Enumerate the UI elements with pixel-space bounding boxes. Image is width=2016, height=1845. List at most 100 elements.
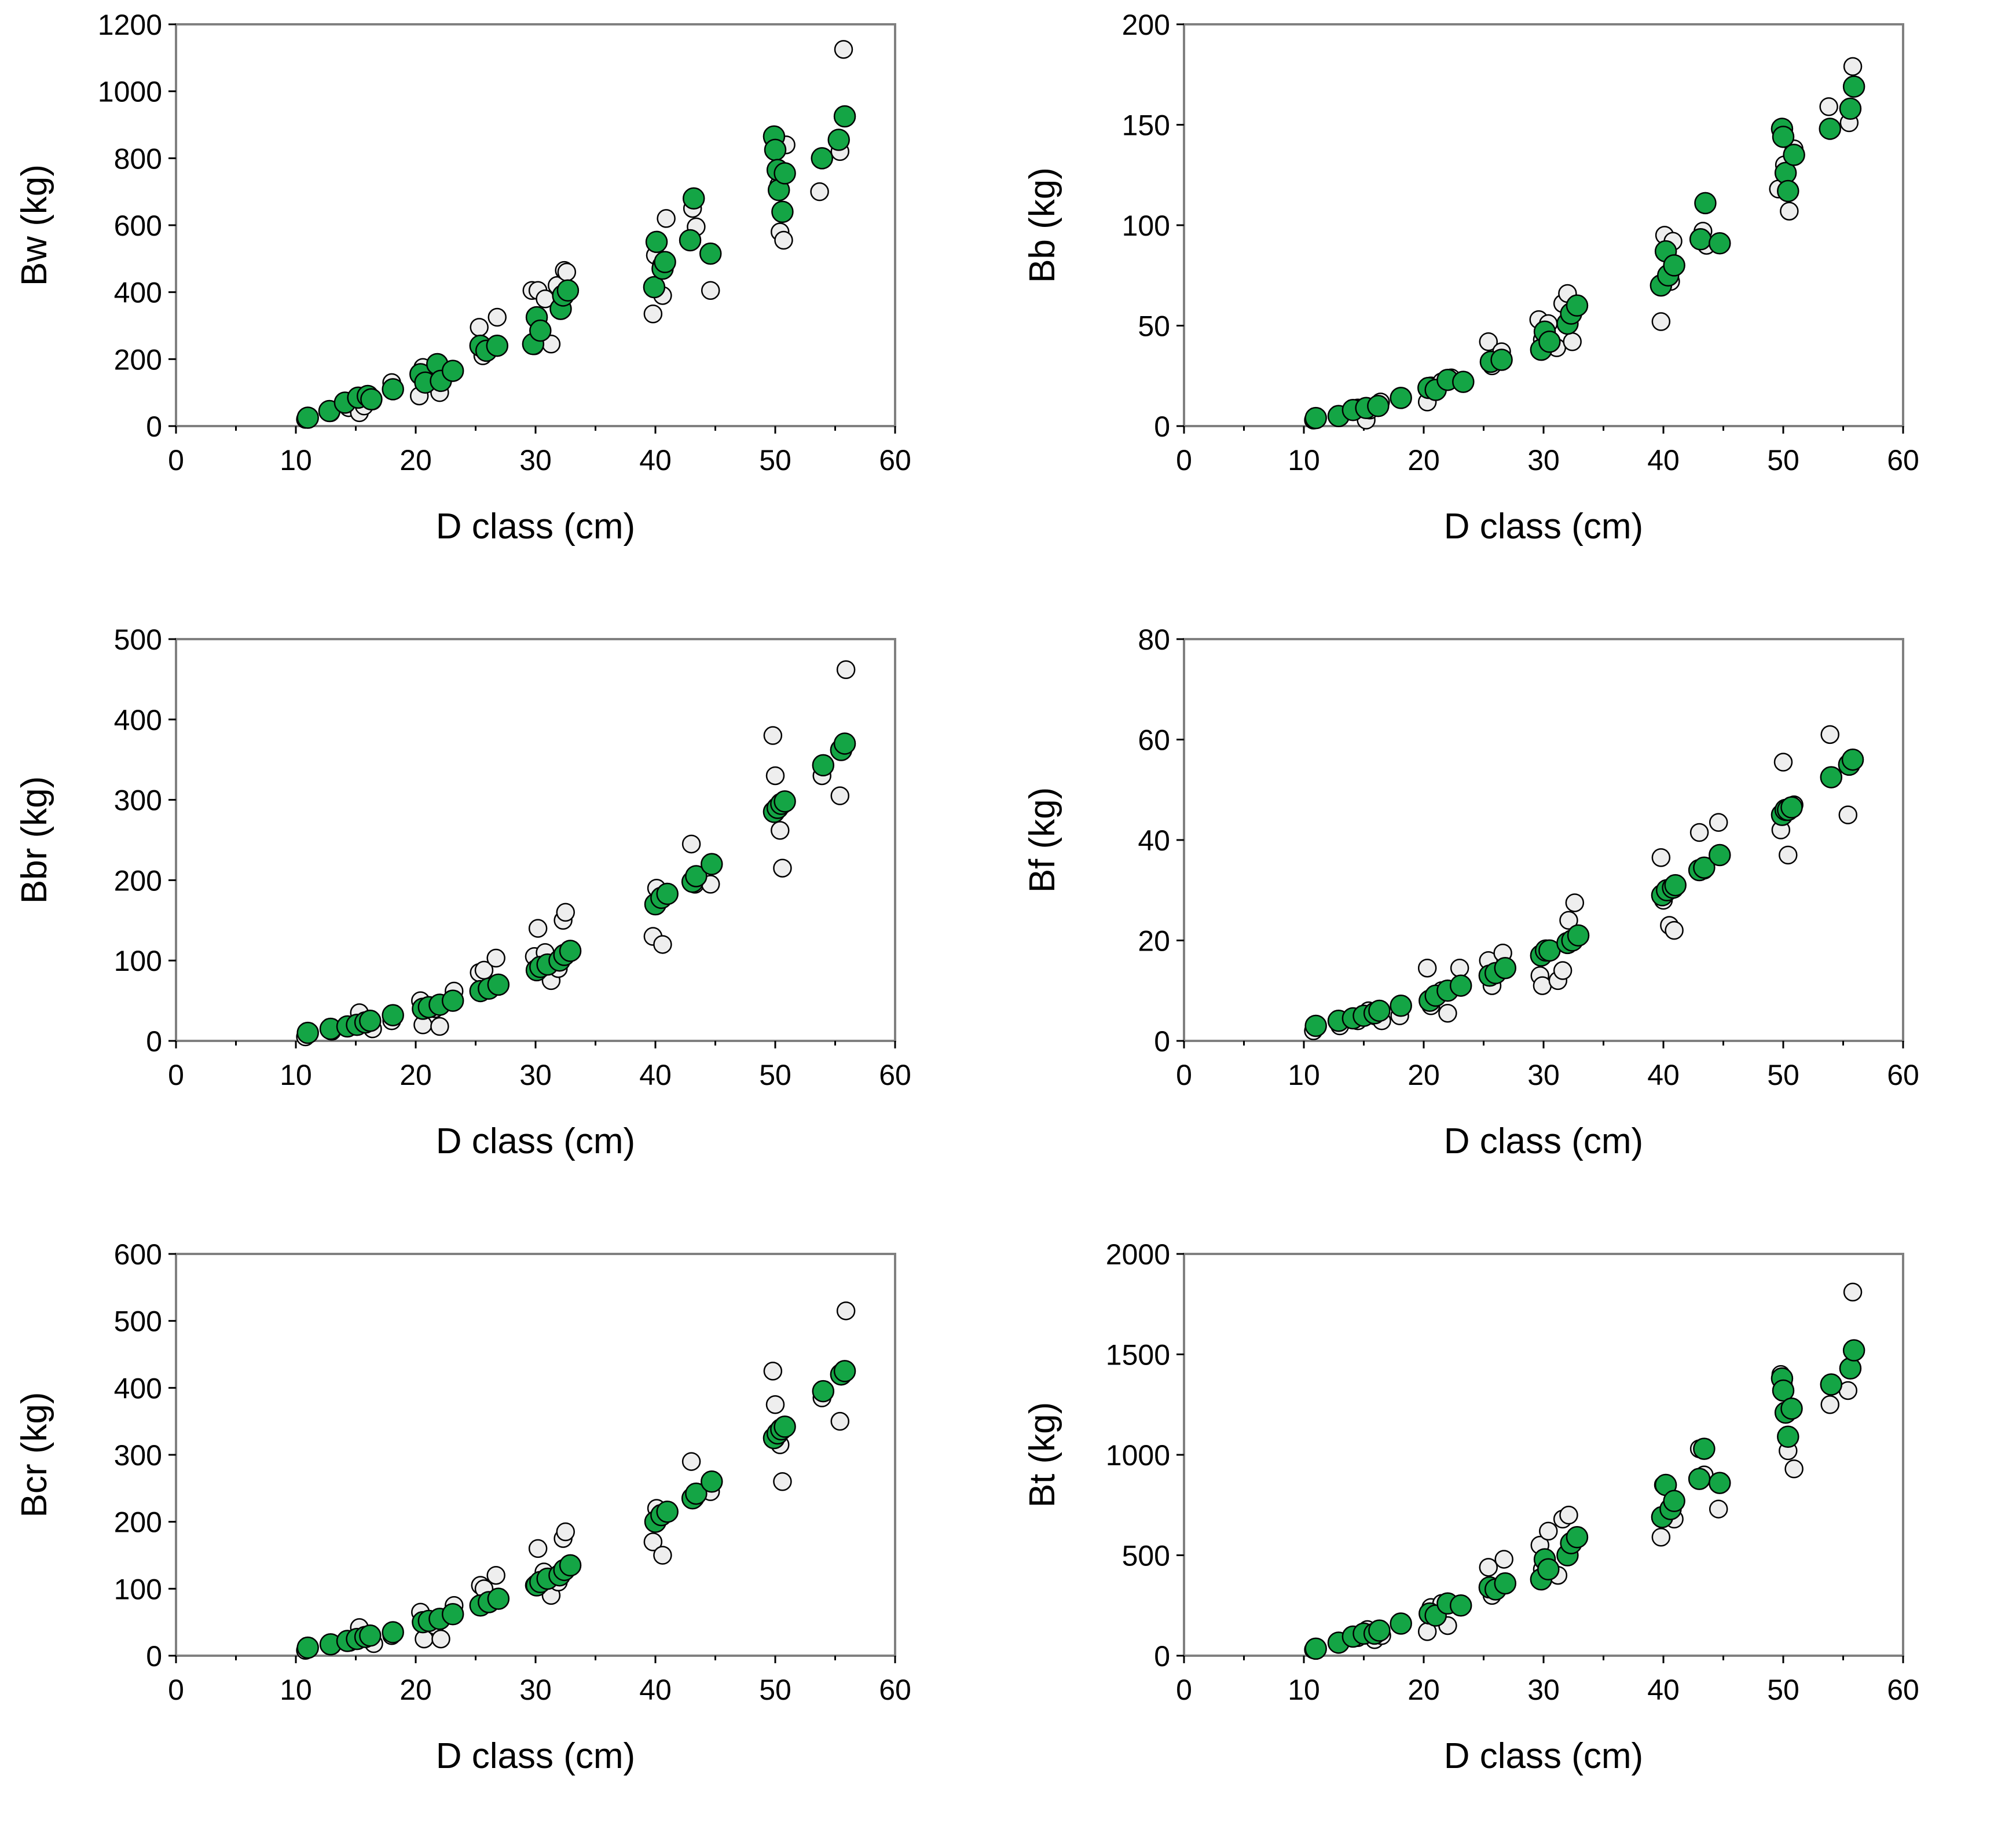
predicted-point (1783, 144, 1805, 166)
x-tick-label: 60 (879, 1674, 911, 1706)
predicted-point (811, 147, 833, 170)
predicted-point (1841, 748, 1864, 771)
predicted-point (1663, 1490, 1685, 1513)
y-tick-label: 200 (1122, 9, 1170, 41)
observed-point (1438, 1004, 1457, 1023)
predicted-point (1820, 766, 1843, 788)
x-tick-label: 50 (759, 1059, 791, 1091)
x-tick-label: 50 (1767, 444, 1799, 476)
y-tick-label: 300 (114, 1439, 162, 1472)
observed-point (1559, 911, 1578, 930)
chart-svg: 0 10 20 30 40 50 60 0 500 1000 1500 2000 D class (cm… (1022, 1238, 1919, 1776)
predicted-point (685, 1482, 708, 1505)
predicted-point (1688, 1468, 1711, 1490)
predicted-point (296, 1021, 319, 1044)
observed-point (528, 1539, 548, 1558)
observed-point (771, 821, 790, 840)
predicted-point (1390, 995, 1412, 1017)
chart-panel-bbr: 0 10 20 30 40 50 60 0 100 200 300 400 500 D class (cm… (0, 615, 1008, 1230)
observed-point (1819, 97, 1838, 116)
predicted-point (529, 319, 552, 342)
predicted-point (1566, 294, 1589, 317)
predicted-point (1663, 254, 1685, 277)
observed-point (765, 1395, 785, 1414)
observed-point (657, 209, 676, 228)
y-tick-label: 400 (114, 704, 162, 736)
predicted-point (360, 388, 383, 410)
x-tick-label: 20 (1407, 1674, 1440, 1706)
y-tick-label: 1200 (98, 9, 162, 41)
observed-point (763, 1362, 783, 1381)
predicted-point (1449, 1594, 1472, 1617)
y-tick-label: 400 (114, 1372, 162, 1404)
observed-point (1779, 845, 1798, 865)
predicted-point (656, 1501, 679, 1523)
chart-panel-bb: 0 10 20 30 40 50 60 0 50 100 150 200 D class (cm) Bb … (1008, 0, 2016, 615)
observed-point (1651, 848, 1671, 867)
observed-point (653, 1546, 672, 1565)
predicted-point (1709, 843, 1731, 867)
series-observed (296, 40, 853, 429)
predicted-point (1694, 192, 1717, 215)
x-tick-label: 30 (519, 1674, 552, 1706)
predicted-point (643, 276, 666, 299)
observed-point (810, 182, 829, 201)
y-tick-label: 300 (114, 784, 162, 817)
predicted-point (1839, 1357, 1862, 1380)
observed-point (1709, 1499, 1728, 1518)
predicted-point (1537, 1558, 1560, 1581)
predicted-point (1693, 1437, 1716, 1460)
x-tick-label: 10 (1288, 1674, 1320, 1706)
chart-panel-bf: 0 10 20 30 40 50 60 0 20 40 60 80 D class (cm) Bf (kg… (1008, 615, 2016, 1230)
x-tick-label: 0 (1176, 1674, 1192, 1706)
observed-point (681, 1452, 701, 1471)
predicted-point (359, 1624, 382, 1647)
predicted-point (1367, 395, 1390, 417)
x-tick-label: 40 (1647, 444, 1680, 476)
predicted-point (1390, 1612, 1412, 1635)
predicted-point (1772, 1379, 1795, 1402)
observed-point (830, 786, 850, 805)
observed-point (1479, 332, 1498, 351)
x-tick-label: 10 (280, 1059, 312, 1091)
predicted-point (382, 378, 404, 401)
predicted-point (827, 129, 850, 151)
y-tick-label: 100 (114, 945, 162, 977)
predicted-point (701, 853, 723, 875)
predicted-point (774, 1415, 796, 1438)
predicted-point (645, 230, 668, 254)
predicted-point (1709, 1472, 1731, 1494)
observed-point (774, 230, 793, 250)
predicted-point (1842, 75, 1865, 98)
series-observed (296, 660, 856, 1047)
predicted-point (1490, 349, 1513, 371)
series-observed (1304, 725, 1861, 1040)
y-axis-title: Bb (kg) (1022, 167, 1062, 283)
observed-point (1709, 813, 1728, 832)
y-tick-label: 0 (146, 410, 162, 443)
predicted-point (1820, 1373, 1843, 1396)
observed-point (1479, 1558, 1498, 1577)
series-predicted (296, 732, 856, 1044)
x-tick-label: 0 (1176, 444, 1192, 476)
y-tick-label: 0 (146, 1640, 162, 1672)
observed-point (528, 919, 548, 938)
predicted-point (1567, 924, 1590, 947)
x-tick-label: 50 (759, 1674, 791, 1706)
predicted-point (1842, 1339, 1865, 1362)
y-tick-label: 600 (114, 210, 162, 242)
observed-point (430, 1017, 449, 1036)
predicted-point (1693, 856, 1716, 879)
y-tick-label: 200 (114, 864, 162, 897)
x-tick-label: 10 (280, 444, 312, 476)
x-tick-label: 0 (168, 1059, 184, 1091)
chart-svg: 0 10 20 30 40 50 60 0 20 40 60 80 D class (cm) Bf (kg… (1022, 623, 1919, 1161)
x-tick-label: 60 (1887, 1059, 1919, 1091)
predicted-point (556, 279, 580, 302)
x-tick-label: 60 (1887, 1674, 1919, 1706)
y-tick-label: 600 (114, 1238, 162, 1271)
predicted-point (764, 138, 787, 162)
predicted-point (441, 1603, 464, 1626)
x-axis-title: D class (cm) (1444, 1121, 1643, 1161)
